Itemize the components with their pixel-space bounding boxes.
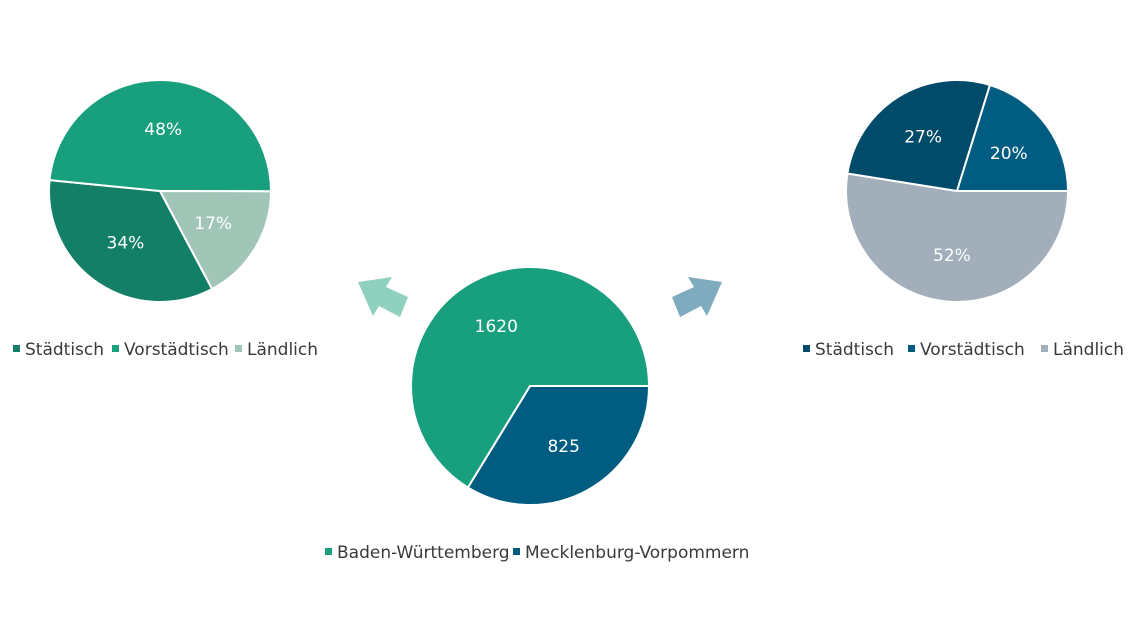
legend-item-laendlich: Ländlich <box>1041 340 1124 360</box>
legend-swatch <box>513 548 520 555</box>
data-label-laendlich: 52% <box>933 246 971 266</box>
legend-label: Vorstädtisch <box>124 340 229 360</box>
pie-slice-laendlich <box>158 189 273 291</box>
data-label-laendlich: 17% <box>194 214 232 234</box>
pie-slice-staedtisch <box>48 179 214 303</box>
data-label-staedtisch: 27% <box>904 127 942 147</box>
pie-slice-vorstaedtisch <box>48 79 273 193</box>
legend-item-vorstaedtisch: Vorstädtisch <box>112 340 229 360</box>
legend-label: Mecklenburg-Vorpommern <box>525 543 749 563</box>
legend-label: Baden-Württemberg <box>337 543 510 563</box>
pie-chart-left: 34% 48% 17% <box>48 79 273 303</box>
data-label-vorstaedtisch: 48% <box>144 120 182 140</box>
data-label-baden-wuerttemberg: 1620 <box>475 317 518 337</box>
legend-center: Baden-Württemberg Mecklenburg-Vorpommern <box>325 543 749 563</box>
pie-slice-vorstaedtisch <box>955 83 1070 192</box>
data-label-mecklenburg-vorpommern: 825 <box>547 437 579 457</box>
legend-swatch <box>325 548 332 555</box>
pie-chart-right: 52% 27% 20% <box>845 79 1070 303</box>
legend-label: Ländlich <box>247 340 318 360</box>
data-label-staedtisch: 34% <box>107 234 145 254</box>
arrow-left-icon <box>358 277 408 317</box>
arrow-right-icon <box>672 277 722 317</box>
legend-swatch <box>803 345 810 352</box>
legend-item-vorstaedtisch: Vorstädtisch <box>908 340 1025 360</box>
legend-item-baden-wuerttemberg: Baden-Württemberg <box>325 543 510 563</box>
legend-label: Städtisch <box>815 340 894 360</box>
legend-right: Städtisch Vorstädtisch Ländlich <box>803 340 1124 360</box>
legend-item-staedtisch: Städtisch <box>803 340 894 360</box>
legend-item-mecklenburg-vorpommern: Mecklenburg-Vorpommern <box>513 543 749 563</box>
legend-left: Städtisch Vorstädtisch Ländlich <box>13 340 318 360</box>
legend-swatch <box>13 345 20 352</box>
legend-label: Städtisch <box>25 340 104 360</box>
data-label-vorstaedtisch: 20% <box>990 144 1028 164</box>
legend-label: Vorstädtisch <box>920 340 1025 360</box>
pie-slice-staedtisch <box>846 79 992 193</box>
legend-swatch <box>235 345 242 352</box>
legend-swatch <box>112 345 119 352</box>
legend-label: Ländlich <box>1053 340 1124 360</box>
pie-slice-mecklenburg-vorpommern <box>466 385 651 506</box>
legend-item-staedtisch: Städtisch <box>13 340 104 360</box>
pie-chart-center: 825 1620 <box>410 266 651 506</box>
legend-swatch <box>908 345 915 352</box>
pie-slice-laendlich <box>845 172 1070 303</box>
legend-item-laendlich: Ländlich <box>235 340 318 360</box>
pie-slice-baden-wuerttemberg <box>410 266 651 489</box>
legend-swatch <box>1041 345 1048 352</box>
